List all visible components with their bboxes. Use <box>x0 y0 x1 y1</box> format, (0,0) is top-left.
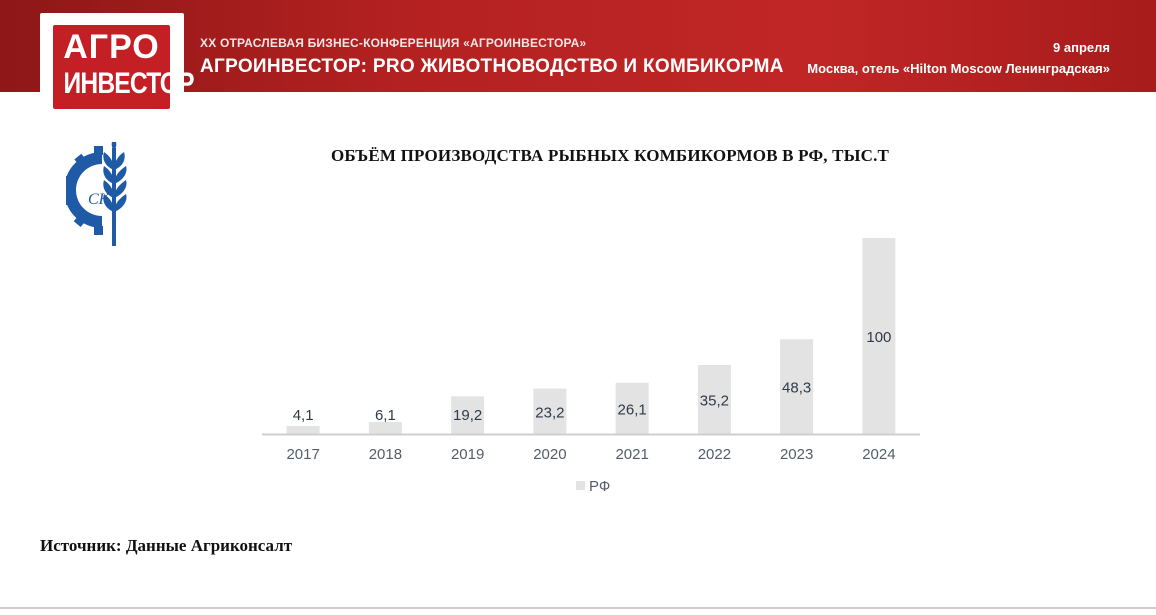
data-label-2019: 19,2 <box>453 407 482 424</box>
x-tick-label-2021: 2021 <box>615 446 648 463</box>
bar-2022 <box>697 365 731 434</box>
chart-title: ОБЪЁМ ПРОИЗВОДСТВА РЫБНЫХ КОМБИКОРМОВ В … <box>330 146 890 165</box>
x-tick-label-2018: 2018 <box>369 446 402 463</box>
logo-line-1: АГРО <box>63 28 160 66</box>
bar-2017 <box>286 425 320 434</box>
labels-layer: 4,1 2017 6,1 2018 19,2 2019 23,2 2020 26,1 2021 35… <box>286 329 895 463</box>
x-tick-label-2020: 2020 <box>533 446 566 463</box>
bar-2023 <box>780 339 814 434</box>
bar-2020 <box>533 388 567 434</box>
event-date: 9 апреля <box>1053 40 1110 55</box>
bar-2021 <box>615 382 649 434</box>
event-place: Москва, отель «Hilton Moscow Ленинградск… <box>807 61 1110 76</box>
data-label-2018: 6,1 <box>375 407 396 424</box>
bar-2018 <box>368 422 402 434</box>
legend: РФ <box>576 478 610 495</box>
x-tick-label-2024: 2024 <box>862 446 895 463</box>
data-label-2023: 48,3 <box>782 380 811 397</box>
bar-2019 <box>451 396 485 434</box>
header-banner: XX ОТРАСЛЕВАЯ БИЗНЕС-КОНФЕРЕНЦИЯ «АГРОИН… <box>0 0 1156 92</box>
bar-2024 <box>862 238 896 434</box>
data-label-2020: 23,2 <box>535 404 564 421</box>
agroinvestor-logo: АГРО ИНВЕСТОР <box>40 13 195 120</box>
bars-layer <box>286 238 896 434</box>
data-label-2022: 35,2 <box>700 393 729 410</box>
legend-swatch <box>576 481 585 490</box>
legend-label: РФ <box>589 478 610 495</box>
conference-title: АГРОИНВЕСТОР: PRO ЖИВОТНОВОДСТВО И КОМБИ… <box>200 56 784 77</box>
x-tick-label-2019: 2019 <box>451 446 484 463</box>
data-label-2024: 100 <box>866 329 891 346</box>
emblem-monogram: СК <box>88 191 111 208</box>
source-note: Источник: Данные Агриконсалт <box>40 536 293 555</box>
x-tick-label-2023: 2023 <box>780 446 813 463</box>
x-tick-label-2022: 2022 <box>698 446 731 463</box>
data-label-2017: 4,1 <box>293 407 314 424</box>
data-label-2021: 26,1 <box>618 401 647 418</box>
gear-wheat-emblem-icon: СК <box>66 142 127 246</box>
conference-subtitle: XX ОТРАСЛЕВАЯ БИЗНЕС-КОНФЕРЕНЦИЯ «АГРОИН… <box>200 36 587 50</box>
x-tick-label-2017: 2017 <box>286 446 319 463</box>
bottom-divider <box>0 607 1156 609</box>
